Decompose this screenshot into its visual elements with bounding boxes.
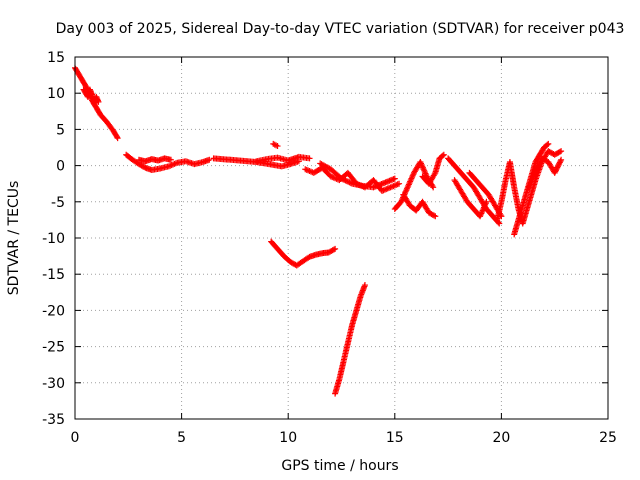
y-axis-label: SDTVAR / TECUs — [6, 181, 22, 296]
data-point — [552, 167, 559, 174]
data-point — [345, 178, 352, 185]
y-tick-label: 5 — [56, 122, 65, 138]
data-point — [113, 133, 120, 140]
data-point — [555, 162, 562, 169]
x-tick-label: 0 — [71, 430, 80, 446]
x-tick-label: 5 — [177, 430, 186, 446]
data-point — [558, 148, 565, 155]
y-tick-label: 0 — [56, 159, 65, 175]
data-point — [343, 178, 350, 185]
data-point — [431, 212, 438, 219]
data-point — [341, 176, 348, 183]
chart-title: Day 003 of 2025, Sidereal Day-to-day VTE… — [56, 21, 625, 37]
data-point — [274, 143, 281, 150]
y-tick-label: 15 — [47, 50, 65, 66]
data-point — [558, 156, 565, 163]
data-point — [545, 140, 552, 147]
data-point — [429, 182, 436, 189]
y-tick-label: -10 — [42, 231, 65, 247]
data-point — [339, 176, 346, 183]
data-point — [440, 151, 447, 158]
x-axis-label: GPS time / hours — [281, 458, 398, 474]
data-point — [306, 155, 313, 162]
data-point — [544, 141, 551, 148]
data-point — [496, 220, 503, 227]
data-point — [556, 148, 563, 155]
data-point — [332, 245, 339, 252]
data-point — [114, 135, 121, 142]
data-point — [347, 180, 354, 187]
data-point — [553, 165, 560, 172]
data-point — [342, 177, 349, 184]
data-point — [483, 198, 490, 205]
data-point — [439, 152, 446, 159]
y-tick-label: -15 — [42, 267, 65, 283]
data-point — [554, 163, 561, 170]
data-point — [361, 282, 368, 289]
x-tick-label: 25 — [599, 430, 617, 446]
y-tick-label: 10 — [47, 86, 65, 102]
x-tick-label: 15 — [386, 430, 404, 446]
data-point — [557, 158, 564, 165]
x-tick-label: 20 — [492, 430, 510, 446]
data-point — [396, 180, 403, 187]
data-point — [346, 179, 353, 186]
data-point — [95, 98, 102, 105]
data-point — [338, 175, 345, 182]
data-point — [556, 159, 563, 166]
data-point — [431, 171, 438, 178]
data-point — [552, 168, 559, 175]
data-point — [430, 184, 437, 191]
data-points — [72, 64, 565, 397]
data-point — [554, 164, 561, 171]
y-tick-label: -20 — [42, 303, 65, 319]
y-tick-label: -30 — [42, 376, 65, 392]
y-tick-label: -5 — [51, 195, 65, 211]
data-point — [330, 246, 337, 253]
data-point — [206, 156, 213, 163]
data-point — [391, 175, 398, 182]
data-point — [432, 213, 439, 220]
data-point — [551, 169, 558, 176]
y-tick-label: -35 — [42, 412, 65, 428]
y-tick-label: -25 — [42, 340, 65, 356]
data-point — [556, 160, 563, 167]
data-point — [167, 156, 174, 163]
axis-ticks: 0 5 10 15 20 25 15 10 5 0 -5 -10 -15 -20 -25 -30 -35 — [42, 50, 617, 446]
x-tick-label: 10 — [279, 430, 297, 446]
